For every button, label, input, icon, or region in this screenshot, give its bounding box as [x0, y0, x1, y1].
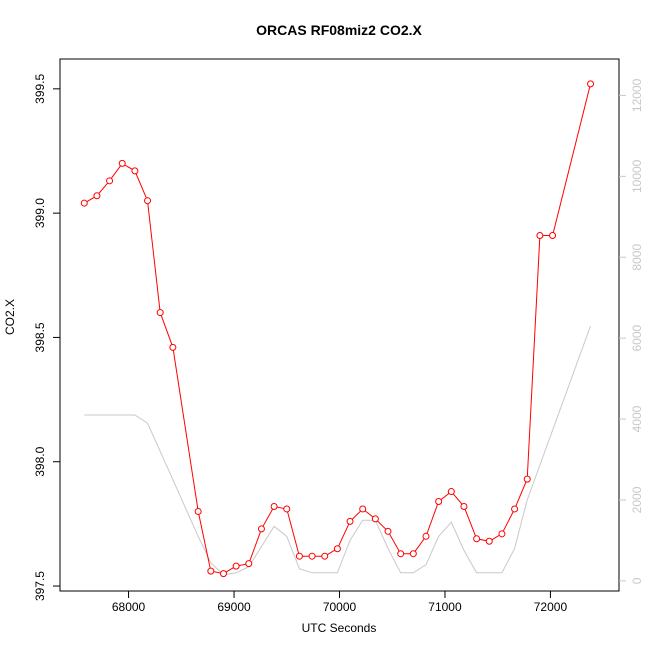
co2-point — [207, 567, 215, 575]
co2-point — [536, 232, 544, 240]
co2-point — [473, 535, 481, 543]
x-axis-title: UTC Seconds — [302, 621, 377, 635]
y-right-tick-label: 0 — [630, 577, 644, 584]
co2-point — [587, 80, 595, 88]
co2-point — [549, 232, 557, 240]
y-right-tick-label: 10000 — [630, 159, 644, 193]
co2-point — [131, 167, 139, 175]
co2-point — [397, 550, 405, 558]
y-tick-label: 398.5 — [33, 322, 47, 352]
co2-point — [333, 545, 341, 553]
co2-point — [295, 552, 303, 560]
y-right-tick-label: 2000 — [630, 486, 644, 513]
co2-point — [270, 502, 278, 510]
co2-line — [84, 83, 591, 575]
co2-point — [511, 505, 519, 513]
co2-point — [409, 550, 417, 558]
altitude-line — [84, 325, 591, 576]
axes: 68000 69000 70000 71000 72000 397.5 398.0 398.5… — [33, 73, 644, 614]
y-right-tick-label: 12000 — [630, 78, 644, 112]
co2-point — [498, 530, 506, 538]
co2-point — [371, 515, 379, 523]
co2-point — [485, 537, 493, 545]
co2-point — [156, 309, 164, 317]
co2-point — [106, 177, 114, 185]
y-tick-label: 399.0 — [33, 198, 47, 228]
x-tick-label: 72000 — [534, 600, 568, 614]
y-tick-label: 398.0 — [33, 446, 47, 476]
y-tick-label: 399.5 — [33, 73, 47, 103]
series-layer — [80, 80, 595, 578]
co2-point — [359, 505, 367, 513]
co2-point — [447, 488, 455, 496]
co2-point — [321, 552, 329, 560]
co2-point — [523, 475, 531, 483]
co2-point — [80, 199, 88, 207]
x-tick-label: 71000 — [428, 600, 462, 614]
co2-point — [460, 502, 468, 510]
co2-point — [435, 498, 443, 506]
co2-point — [346, 517, 354, 525]
y-right-tick-label: 4000 — [630, 405, 644, 432]
x-tick-label: 68000 — [112, 600, 146, 614]
co2-point — [422, 532, 430, 540]
co2-point — [219, 570, 227, 578]
co2-point — [257, 525, 265, 533]
co2-point — [308, 552, 316, 560]
x-tick-label: 69000 — [217, 600, 251, 614]
y-right-tick-label: 8000 — [630, 244, 644, 271]
co2-point — [169, 343, 177, 351]
co2-point — [245, 560, 253, 568]
co2-point — [144, 197, 152, 205]
chart-title: ORCAS RF08miz2 CO2.X — [256, 22, 422, 38]
co2-point — [232, 562, 240, 570]
co2-point — [93, 192, 101, 200]
y-tick-label: 397.5 — [33, 571, 47, 601]
y-axis-title: CO2.X — [3, 299, 17, 335]
y-right-tick-label: 6000 — [630, 324, 644, 351]
co2-point — [283, 505, 291, 513]
x-tick-label: 70000 — [323, 600, 357, 614]
co2-point — [384, 527, 392, 535]
co2-point — [194, 507, 202, 515]
co2-point — [118, 159, 126, 167]
